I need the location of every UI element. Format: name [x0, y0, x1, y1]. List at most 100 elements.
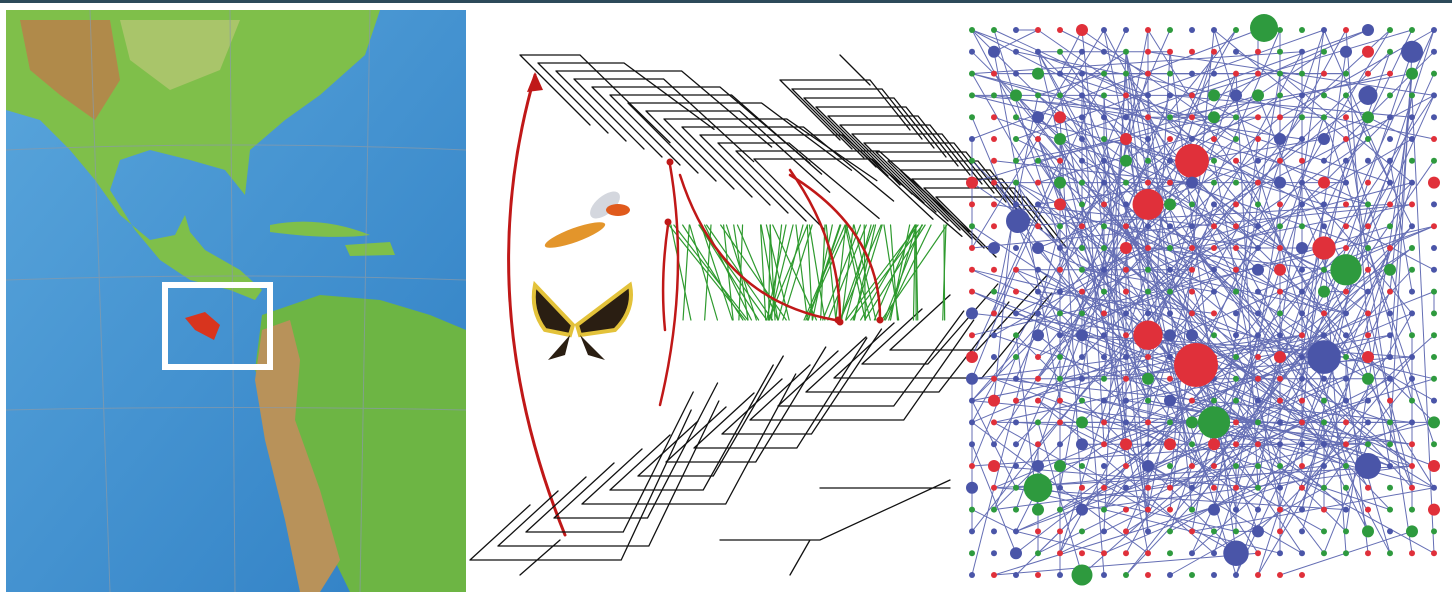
node: [1321, 27, 1327, 33]
node: [1299, 114, 1305, 121]
interaction-link: [883, 224, 900, 321]
node: [1387, 48, 1393, 55]
edge: [1257, 95, 1413, 488]
node: [1101, 528, 1107, 535]
interaction-link: [845, 224, 872, 321]
node: [1189, 528, 1195, 535]
node: [1365, 223, 1371, 230]
node: [1211, 288, 1217, 295]
node: [1343, 288, 1349, 295]
node: [1431, 441, 1437, 448]
node: [1277, 441, 1283, 448]
node: [1428, 176, 1440, 189]
edge: [1367, 247, 1413, 401]
node: [1387, 70, 1393, 77]
node: [1032, 329, 1044, 342]
edge: [971, 51, 1303, 75]
node: [1343, 397, 1349, 404]
node: [1299, 157, 1305, 164]
node: [1223, 540, 1249, 566]
edge: [1103, 51, 1127, 532]
node: [1010, 89, 1022, 102]
node: [1079, 484, 1085, 491]
interaction-link: [888, 224, 917, 321]
node: [969, 223, 975, 230]
node: [1250, 14, 1278, 42]
node: [1321, 266, 1327, 273]
node: [991, 266, 997, 273]
node: [1145, 179, 1151, 186]
edge: [1345, 117, 1413, 554]
node: [1365, 332, 1371, 339]
node: [1167, 245, 1173, 251]
node: [1233, 288, 1239, 295]
edge: [1323, 29, 1391, 183]
lower-branch: [469, 409, 692, 561]
interaction-link: [811, 224, 833, 321]
node: [1255, 354, 1261, 360]
node: [1299, 397, 1305, 404]
node: [1387, 419, 1393, 426]
node: [1013, 484, 1019, 491]
node: [1387, 484, 1393, 491]
node: [1013, 48, 1019, 55]
node: [1211, 572, 1217, 578]
node: [1167, 354, 1173, 360]
node: [1321, 48, 1327, 55]
edge: [1125, 465, 1193, 489]
node: [1013, 528, 1019, 535]
node: [1211, 70, 1217, 77]
node: [1343, 441, 1349, 448]
node: [1013, 354, 1019, 360]
interaction-link: [850, 224, 924, 321]
node: [1431, 245, 1437, 251]
node: [1101, 310, 1107, 317]
edge: [1147, 95, 1193, 510]
node: [1255, 572, 1261, 578]
node: [1277, 506, 1283, 513]
node: [1123, 266, 1129, 273]
edge: [1015, 421, 1369, 445]
node: [1035, 354, 1041, 360]
node: [991, 419, 997, 426]
node: [1277, 70, 1283, 77]
node: [1343, 179, 1349, 186]
edge: [993, 487, 1347, 511]
edge: [1059, 29, 1347, 554]
node: [1145, 572, 1151, 578]
node: [1145, 70, 1151, 77]
node: [1318, 133, 1330, 145]
node: [1035, 92, 1041, 99]
node: [1189, 397, 1195, 404]
upper-branch: [827, 115, 959, 177]
node: [1409, 441, 1415, 448]
edge: [1147, 378, 1435, 467]
edge: [1059, 400, 1391, 511]
node: [1035, 179, 1041, 186]
node: [1299, 48, 1305, 55]
node: [1431, 136, 1437, 142]
node: [1431, 266, 1437, 273]
node: [1255, 332, 1261, 339]
node: [1167, 27, 1173, 33]
node: [1365, 70, 1371, 77]
map-panel: [6, 10, 466, 592]
lower-branch: [637, 355, 784, 477]
node: [1365, 397, 1371, 404]
node: [1321, 310, 1327, 317]
upper-branch: [863, 142, 995, 204]
node: [1145, 310, 1151, 317]
arrow-head: [527, 72, 543, 92]
node: [1123, 288, 1129, 295]
node: [1255, 114, 1261, 121]
node: [969, 114, 975, 121]
node: [1123, 419, 1129, 426]
node: [1365, 310, 1371, 317]
edge: [971, 269, 1017, 379]
node: [1013, 114, 1019, 121]
node: [1340, 45, 1352, 58]
node: [1409, 550, 1415, 557]
node: [988, 242, 1000, 254]
node: [1189, 463, 1195, 469]
